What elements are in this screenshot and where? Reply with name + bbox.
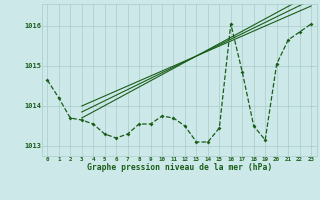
X-axis label: Graphe pression niveau de la mer (hPa): Graphe pression niveau de la mer (hPa) bbox=[87, 163, 272, 172]
